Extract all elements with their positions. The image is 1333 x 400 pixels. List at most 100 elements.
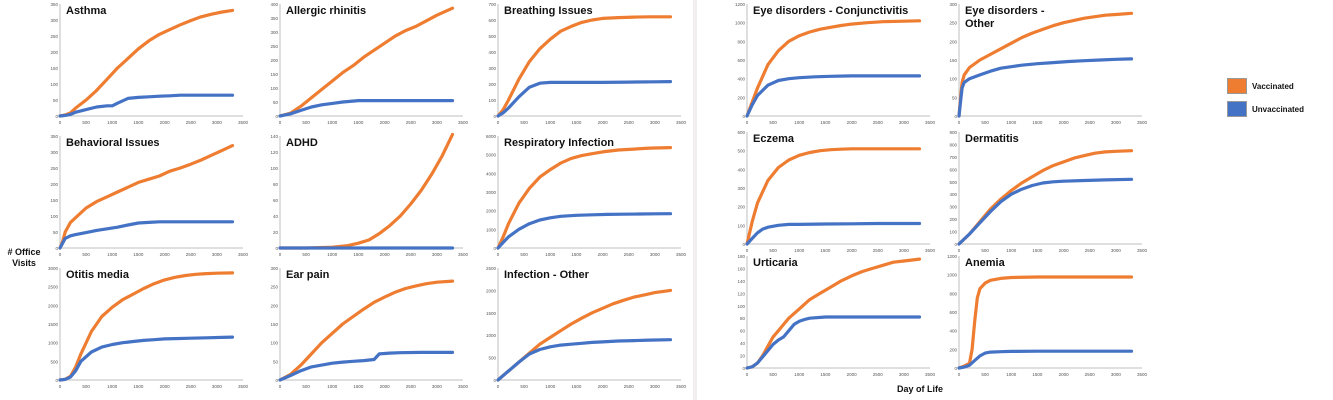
chart-svg-respiratory-infection: 0 1000 2000 3000 4000 5000 6000 0 500 1000 1500 200… xyxy=(486,134,687,257)
y-tick-label: 2000 xyxy=(48,303,59,308)
x-tick-label: 2500 xyxy=(624,120,635,125)
y-tick-label: 800 xyxy=(737,39,745,44)
x-tick-label: 500 xyxy=(82,252,90,257)
x-tick-label: 1500 xyxy=(353,252,364,257)
y-tick-label: 1000 xyxy=(947,273,958,278)
y-tick-label: 0 xyxy=(275,114,278,119)
y-tick-label: 3000 xyxy=(48,266,59,271)
y-tick-label: 200 xyxy=(949,347,957,352)
x-tick-label: 2500 xyxy=(1085,372,1096,377)
y-tick-label: 5000 xyxy=(486,153,497,158)
y-tick-label: 1200 xyxy=(947,254,958,259)
x-tick-label: 2000 xyxy=(380,384,391,389)
chart-title: Anemia xyxy=(965,257,1005,269)
y-tick-label: 400 xyxy=(488,50,496,55)
y-tick-label: 500 xyxy=(488,34,496,39)
y-tick-label: 250 xyxy=(949,21,957,26)
x-tick-label: 0 xyxy=(746,120,749,125)
y-tick-label: 0 xyxy=(275,378,278,383)
x-tick-label: 3000 xyxy=(432,120,443,125)
y-tick-label: 300 xyxy=(270,30,278,35)
chart-title: Otitis media xyxy=(66,269,129,281)
x-tick-label: 2000 xyxy=(598,252,609,257)
x-tick-label: 500 xyxy=(302,252,310,257)
x-tick-label: 2000 xyxy=(598,384,609,389)
x-tick-label: 3500 xyxy=(925,120,936,125)
series-line-unvaccinated xyxy=(278,98,455,118)
x-tick-label: 0 xyxy=(497,252,500,257)
right-panel: Day of Life Vaccinated Unvaccinated 0 200… xyxy=(697,0,1333,400)
chart-svg-eye-disorders-conjunctivitis: 0 200 400 600 800 1000 1200 0 500 1000 1500 2000 250… xyxy=(735,2,936,125)
y-tick-label: 2000 xyxy=(486,288,497,293)
x-tick-label: 0 xyxy=(279,384,282,389)
y-tick-label: 0 xyxy=(742,366,745,371)
x-tick-label: 1000 xyxy=(545,384,556,389)
x-tick-label: 1500 xyxy=(353,120,364,125)
y-tick-label: 0 xyxy=(493,378,496,383)
x-tick-label: 2000 xyxy=(1059,372,1070,377)
y-tick-label: 400 xyxy=(737,77,745,82)
y-tick-label: 100 xyxy=(949,77,957,82)
x-tick-label: 3500 xyxy=(676,252,687,257)
x-tick-label: 500 xyxy=(520,252,528,257)
chart-ear-pain: 0 50 100 150 200 250 300 0 500 1000 1500 2000 2500 30… xyxy=(270,264,475,394)
x-tick-label: 3500 xyxy=(676,120,687,125)
y-tick-label: 600 xyxy=(949,167,957,172)
series-line-vaccinated xyxy=(496,146,673,250)
y-tick-label: 0 xyxy=(493,114,496,119)
y-tick-label: 2000 xyxy=(486,209,497,214)
series-line-unvaccinated xyxy=(58,93,235,118)
y-tick-label: 200 xyxy=(737,95,745,100)
chart-behavioral-issues: 0 50 100 150 200 250 300 350 0 500 1000 1500 2000 250… xyxy=(50,132,255,262)
chart-title: Infection - Other xyxy=(504,269,589,281)
x-tick-label: 2000 xyxy=(847,120,858,125)
x-tick-label: 1500 xyxy=(353,384,364,389)
series-line-vaccinated xyxy=(745,147,922,246)
x-tick-label: 3000 xyxy=(432,252,443,257)
x-tick-label: 500 xyxy=(520,120,528,125)
y-tick-label: 100 xyxy=(270,341,278,346)
chart-dermatitis: 0 100 200 300 400 500 600 700 800 900 0 500 1000 1500… xyxy=(949,128,1154,258)
x-tick-label: 3000 xyxy=(650,384,661,389)
chart-title: Behavioral Issues xyxy=(66,137,160,149)
y-tick-label: 1000 xyxy=(48,341,59,346)
x-tick-label: 1500 xyxy=(820,372,831,377)
y-tick-label: 2500 xyxy=(486,266,497,271)
y-tick-label: 200 xyxy=(50,50,58,55)
series-line-vaccinated xyxy=(278,279,455,382)
chart-infection-other: 0 500 1000 1500 2000 2500 0 500 1000 1500 2000 2500… xyxy=(486,264,693,394)
x-axis-label: Day of Life xyxy=(897,384,944,394)
y-tick-label: 150 xyxy=(50,198,58,203)
y-tick-label: 50 xyxy=(273,359,279,364)
legend-item-vaccinated: Vaccinated xyxy=(1227,78,1304,94)
x-tick-label: 1000 xyxy=(794,372,805,377)
y-tick-label: 400 xyxy=(270,2,278,7)
y-tick-label: 3000 xyxy=(486,190,497,195)
x-tick-label: 500 xyxy=(769,248,777,253)
y-tick-label: 80 xyxy=(273,182,279,187)
chart-svg-otitis-media: 0 500 1000 1500 2000 2500 3000 0 500 1000 1500 2000… xyxy=(48,266,249,389)
y-tick-label: 200 xyxy=(949,217,957,222)
chart-title: Dermatitis xyxy=(965,133,1019,145)
y-tick-label: 60 xyxy=(273,198,279,203)
series-line-vaccinated xyxy=(496,288,673,382)
x-tick-label: 0 xyxy=(958,120,961,125)
x-tick-label: 2500 xyxy=(873,248,884,253)
x-tick-label: 3500 xyxy=(1137,120,1148,125)
x-tick-label: 1500 xyxy=(133,252,144,257)
x-tick-label: 3500 xyxy=(458,252,469,257)
y-tick-label: 350 xyxy=(50,134,58,139)
chart-svg-adhd: 0 20 40 60 80 100 120 140 0 500 1000 1500 2000 2500 30… xyxy=(270,132,469,257)
y-tick-label: 1000 xyxy=(735,21,746,26)
series-line-vaccinated xyxy=(58,144,235,250)
y-tick-label: 200 xyxy=(270,303,278,308)
y-tick-label: 500 xyxy=(737,149,745,154)
y-tick-label: 150 xyxy=(949,58,957,63)
y-tick-label: 6000 xyxy=(486,134,497,139)
x-tick-label: 1500 xyxy=(571,120,582,125)
legend: Vaccinated Unvaccinated xyxy=(1227,78,1304,124)
y-tick-label: 0 xyxy=(742,114,745,119)
series-line-unvaccinated xyxy=(957,349,1134,370)
x-tick-label: 2000 xyxy=(1059,248,1070,253)
y-tick-label: 20 xyxy=(740,354,746,359)
